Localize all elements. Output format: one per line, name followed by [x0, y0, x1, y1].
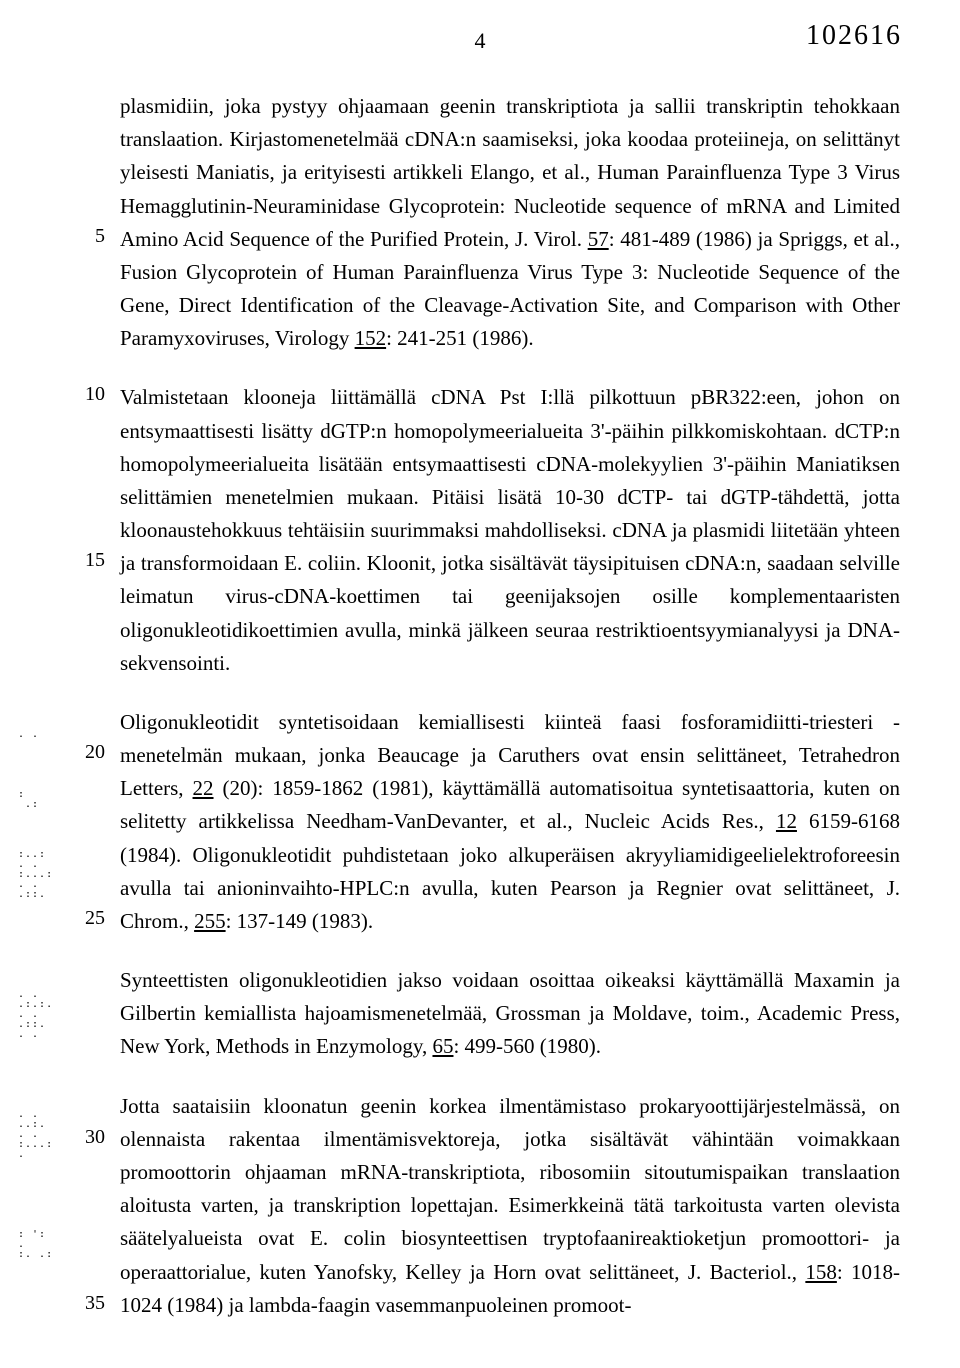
reference-volume: 255: [194, 909, 226, 933]
document-body: 5 plasmidiin, joka pystyy ohjaamaan geen…: [120, 90, 900, 1322]
line-number-5: 5: [65, 221, 105, 253]
reference-volume: 152: [355, 326, 387, 350]
paragraph-2: 10 15 Valmistetaan klooneja liittämällä …: [120, 381, 900, 680]
reference-volume: 158: [805, 1260, 837, 1284]
margin-dots: . ...:.. .:...:.: [18, 1110, 53, 1160]
margin-dots: . .: [18, 730, 39, 750]
reference-volume: 65: [432, 1034, 453, 1058]
reference-volume: 57: [588, 227, 609, 251]
margin-dots: . ..:.:.. ..::.. .: [18, 990, 53, 1040]
margin-dots: :..:. .:...:. ..::.: [18, 850, 53, 900]
margin-dots: : ':.:. .:: [18, 1230, 53, 1260]
line-number-35: 35: [65, 1288, 105, 1320]
reference-volume: 12: [776, 809, 797, 833]
line-number-30: 30: [65, 1122, 105, 1154]
paragraph-1: 5 plasmidiin, joka pystyy ohjaamaan geen…: [120, 90, 900, 355]
text-segment: Jotta saataisiin kloonatun geenin korkea…: [120, 1094, 900, 1284]
paragraph-5: 30 35 Jotta saataisiin kloonatun geenin …: [120, 1090, 900, 1322]
paragraph-4: Synteettisten oligonukleotidien jakso vo…: [120, 964, 900, 1064]
page-number: 4: [475, 28, 486, 54]
text-segment: : 241-251 (1986).: [386, 326, 534, 350]
line-number-10: 10: [65, 379, 105, 411]
line-number-25: 25: [65, 903, 105, 935]
margin-dots: : .:: [18, 790, 39, 810]
reference-volume: 22: [193, 776, 214, 800]
text-segment: Valmistetaan klooneja liittämällä cDNA P…: [120, 385, 900, 674]
text-segment: : 499-560 (1980).: [453, 1034, 601, 1058]
document-number: 102616: [806, 20, 902, 52]
line-number-20: 20: [65, 737, 105, 769]
text-segment: : 137-149 (1983).: [226, 909, 374, 933]
paragraph-3: 20 25 Oligonukleotidit syntetisoidaan ke…: [120, 706, 900, 938]
line-number-15: 15: [65, 545, 105, 577]
